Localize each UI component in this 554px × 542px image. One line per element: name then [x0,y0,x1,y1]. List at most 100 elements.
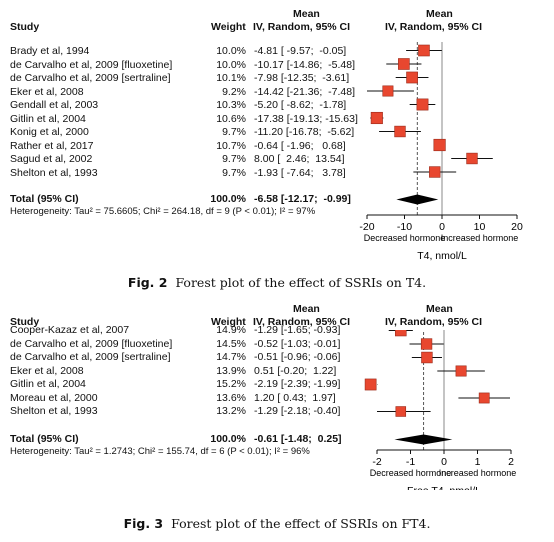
x-tick-label: 0 [439,221,445,233]
study-name: de Carvalho et al, 2009 [fluoxetine] [10,58,173,71]
header-mean-top: Mean [293,8,320,20]
study-ci: -0.52 [-1.03; -0.01] [254,337,341,350]
header-ci: IV, Random, 95% CI [253,316,351,328]
x-tick-label: 0 [441,456,447,468]
x-tick-label: -1 [406,456,415,468]
right-direction-label: Increased hormone [439,468,517,478]
study-name: Konig et al, 2000 [10,126,89,138]
study-weight: 9.7% [222,153,246,165]
study-marker [416,98,429,111]
study-marker [395,330,407,337]
study-weight: 9.7% [222,126,246,138]
study-marker [455,365,467,377]
pooled-diamond [396,194,439,205]
left-direction-label: Decreased hormone [364,233,446,243]
study-name: Cooper-Kazaz et al, 2007 [10,324,130,336]
x-tick-label: -2 [372,456,381,468]
study-weight: 10.0% [216,45,246,57]
study-marker [370,111,383,125]
header-weight: Weight [211,316,246,328]
header-mean-top: Mean [293,303,320,315]
study-weight: 10.1% [216,72,246,84]
figure-caption-3: Fig. 3 Forest plot of the effect of SSRI… [0,516,554,531]
study-ci: -0.64 [ -1.96; 0.68] [254,139,346,152]
right-direction-label: Increased hormone [441,233,519,243]
study-weight: 13.9% [216,364,246,377]
study-weight: 14.9% [216,324,246,336]
plot-header-mean-top: Mean [426,303,453,315]
pooled-diamond [394,434,453,445]
study-name: Brady et al, 1994 [10,45,90,57]
study-ci: -5.20 [ -8.62; -1.78] [254,99,347,111]
study-ci: -1.29 [-1.65; -0.93] [254,324,341,336]
study-marker [433,138,446,152]
total-weight: 100.0% [210,193,246,205]
x-tick-label: -20 [359,221,374,233]
x-tick-label: -10 [397,221,412,233]
header-ci: IV, Random, 95% CI [253,21,351,33]
caption-text: Forest plot of the effect of SSRIs on T4… [175,275,427,290]
study-ci: 8.00 [ 2.46; 13.54] [254,153,345,165]
study-ci: -1.29 [-2.18; -0.40] [254,405,341,417]
study-name: Gitlin et al, 2004 [10,112,86,125]
study-weight: 13.2% [216,405,246,417]
study-ci: 0.51 [-0.20; 1.22] [254,364,337,377]
study-ci: -1.93 [ -7.64; 3.78] [254,166,346,179]
total-ci: -6.58 [-12.17; -0.99] [254,193,351,205]
total-ci: -0.61 [-1.48; 0.25] [254,433,342,445]
study-marker [394,125,406,138]
study-weight: 14.5% [216,337,246,350]
caption-text: Forest plot of the effect of SSRIs on FT… [171,516,431,531]
study-weight: 15.2% [216,378,246,390]
study-weight: 10.0% [216,58,246,71]
heterogeneity-text: Heterogeneity: Tau² = 1.2743; Chi² = 155… [10,446,310,457]
study-weight: 13.6% [216,391,246,404]
study-ci: -14.42 [-21.36; -7.48] [254,85,355,98]
study-weight: 10.7% [216,139,246,152]
study-marker [364,378,377,391]
study-marker [478,392,490,404]
study-marker [420,338,433,350]
total-weight: 100.0% [210,433,246,445]
left-direction-label: Decreased hormone [370,468,452,478]
study-name: Shelton et al, 1993 [10,166,98,179]
study-marker [398,58,410,70]
study-name: Shelton et al, 1993 [10,405,98,417]
study-ci: -17.38 [-19.13; -15.63] [254,112,358,125]
study-name: Gitlin et al, 2004 [10,378,86,390]
study-name: Sagud et al, 2002 [10,153,93,165]
study-marker [466,152,478,165]
header-study: Study [10,316,40,328]
x-tick-label: 20 [511,221,523,233]
study-marker [406,71,418,84]
study-name: Moreau et al, 2000 [10,391,98,404]
study-name: de Carvalho et al, 2009 [sertraline] [10,351,171,363]
study-ci: -7.98 [-12.35; -3.61] [254,72,350,84]
study-ci: -2.19 [-2.39; -1.99] [254,378,341,390]
study-ci: -11.20 [-16.78; -5.62] [254,126,355,138]
x-axis-label: Free T4, pmol/L [407,485,481,490]
study-marker [429,166,441,178]
heterogeneity-text: Heterogeneity: Tau² = 75.6605; Chi² = 26… [10,206,316,217]
study-weight: 10.3% [216,99,246,111]
study-name: de Carvalho et al, 2009 [fluoxetine] [10,337,173,350]
total-label: Total (95% CI) [10,193,79,205]
study-name: Rather et al, 2017 [10,139,94,152]
caption-number: Fig. 3 [123,516,164,531]
plot-header-ci: IV, Random, 95% CI [385,316,483,328]
study-name: Gendall et al, 2003 [10,99,99,111]
study-ci: -4.81 [ -9.57; -0.05] [254,45,347,57]
figure-caption-2: Fig. 2 Forest plot of the effect of SSRI… [0,275,554,290]
x-tick-label: 1 [475,456,481,468]
total-label: Total (95% CI) [10,433,79,445]
plot-header-ci: IV, Random, 95% CI [385,21,483,33]
x-tick-label: 10 [474,221,486,233]
study-weight: 14.7% [216,351,246,363]
x-axis-label: T4, nmol/L [417,250,467,262]
study-name: Eker et al, 2008 [10,364,84,377]
study-marker [395,406,407,417]
x-tick-label: 2 [508,456,514,468]
plot-header-mean-top: Mean [426,8,453,20]
